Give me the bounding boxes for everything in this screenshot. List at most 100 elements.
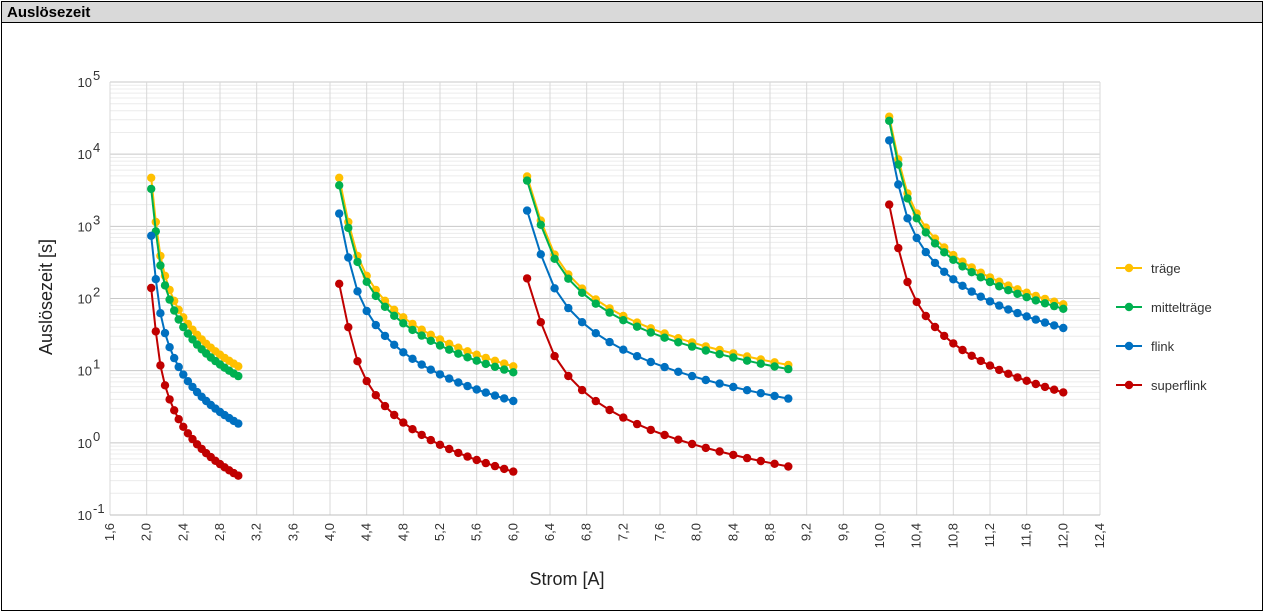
data-point [147,283,156,293]
legend-label: mittelträge [1151,300,1212,315]
data-point [1004,286,1013,295]
data-point [536,220,545,229]
data-point [183,329,193,338]
data-point [481,359,490,369]
data-point [170,353,179,363]
data-point [481,353,490,363]
data-point [949,255,958,264]
data-point [577,318,587,327]
data-point [435,341,445,350]
x-tick-label: 8,4 [725,523,740,541]
data-point [1050,321,1059,330]
data-point [509,368,518,377]
data-point [170,406,179,415]
data-point [742,356,752,365]
data-point [509,396,518,406]
data-point [967,268,976,277]
data-point [160,328,170,338]
data-point [1013,308,1022,318]
y-tick-exponent: -1 [93,501,105,516]
data-point [353,257,362,267]
data-point [903,194,912,203]
data-point [646,357,655,367]
data-point [445,374,454,383]
data-point [472,356,481,365]
y-tick-label: 10 [78,147,92,162]
data-point [408,425,417,434]
data-point [958,281,967,290]
data-point [687,371,697,381]
x-tick-label: 2,8 [212,523,227,541]
data-point [399,319,408,328]
x-tick-label: 2,0 [139,523,154,541]
data-point [1050,301,1059,311]
series-flink [147,136,1068,428]
data-point [417,325,426,334]
x-tick-label: 2,4 [175,523,190,541]
data-point [371,391,380,400]
data-point [463,381,472,391]
data-point [179,322,188,332]
data-point [417,331,426,340]
data-point [967,351,976,360]
legend-marker [1124,302,1134,312]
data-point [632,352,642,361]
data-point [894,180,903,189]
data-point [1031,379,1041,389]
data-point [380,302,390,311]
data-point [426,336,435,345]
x-axis-label: Strom [A] [529,569,604,589]
y-tick-label: 10 [78,219,92,234]
grid-layer [109,81,1101,516]
data-point [605,337,614,347]
series-mittelträge [147,116,1068,381]
data-point [380,331,390,341]
data-point [894,160,903,169]
data-point [335,181,344,190]
x-tick-label: 11,6 [1019,523,1034,547]
data-point [550,284,559,293]
data-point [591,299,600,308]
data-point [674,367,683,376]
series-superflink [147,200,1068,480]
data-point [183,377,193,386]
data-point [1059,304,1068,313]
data-point [147,184,156,194]
data-point [701,346,710,355]
series-layer [147,112,1068,480]
data-point [174,315,183,324]
data-point [445,339,454,348]
data-point [472,385,481,394]
data-point [165,395,174,404]
data-point [417,430,426,440]
data-point [362,277,371,286]
data-point [729,382,738,392]
data-point [715,447,724,456]
data-point [490,362,500,371]
x-tick-label: 4,8 [395,523,410,541]
data-point [784,364,793,374]
legend-marker [1124,341,1134,351]
data-point [619,345,628,354]
x-tick-label: 5,2 [432,523,447,541]
data-point [408,319,417,329]
data-point [147,173,156,182]
data-point [435,440,445,449]
data-point [390,340,399,349]
x-tick-label: 4,4 [359,523,374,541]
data-point [490,391,500,400]
data-point [1050,385,1059,394]
data-point [921,228,930,237]
data-point [183,429,193,438]
data-point [985,277,995,287]
x-tick-label: 3,2 [249,523,264,541]
data-point [1031,315,1041,324]
data-point [646,328,655,337]
data-point [912,233,921,243]
data-point [701,443,710,453]
data-point [490,356,500,365]
data-point [605,405,614,415]
data-point [463,452,472,461]
x-tick-label: 7,2 [615,523,630,541]
